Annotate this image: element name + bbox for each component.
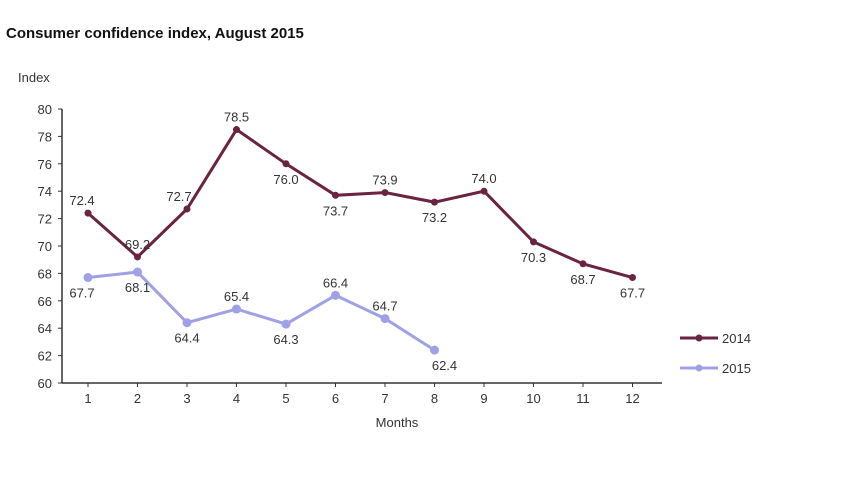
y-tick-label: 60 bbox=[38, 376, 52, 391]
data-label-2014: 70.3 bbox=[521, 250, 546, 265]
x-tick-label: 10 bbox=[526, 391, 540, 406]
x-tick-label: 4 bbox=[233, 391, 240, 406]
y-axis-label: Index bbox=[18, 70, 50, 85]
data-point-2015 bbox=[83, 273, 93, 283]
chart-title: Consumer confidence index, August 2015 bbox=[6, 25, 304, 42]
data-point-2014 bbox=[332, 191, 339, 199]
data-label-2014: 73.7 bbox=[323, 203, 348, 218]
y-tick-label: 78 bbox=[38, 129, 52, 144]
y-tick-label: 62 bbox=[38, 349, 52, 364]
data-point-2014 bbox=[629, 274, 636, 282]
data-label-2014: 74.0 bbox=[471, 171, 496, 186]
data-point-2014 bbox=[381, 189, 389, 197]
y-tick-label: 70 bbox=[38, 239, 52, 254]
y-tick-label: 66 bbox=[38, 294, 52, 309]
data-point-2015 bbox=[331, 290, 340, 300]
x-tick-label: 11 bbox=[576, 391, 590, 406]
x-tick-label: 3 bbox=[183, 391, 190, 406]
data-label-2014: 73.9 bbox=[372, 173, 397, 188]
legend-label-2014: 2014 bbox=[722, 331, 751, 346]
legend-marker-2015 bbox=[695, 364, 703, 372]
data-label-2014: 72.4 bbox=[69, 193, 94, 208]
data-label-2014: 67.7 bbox=[620, 286, 645, 301]
data-label-2015: 65.4 bbox=[224, 289, 249, 304]
data-label-2015: 64.4 bbox=[174, 331, 199, 346]
x-tick-label: 2 bbox=[134, 391, 141, 406]
y-tick-label: 76 bbox=[38, 157, 52, 172]
data-label-2015: 68.1 bbox=[125, 280, 150, 295]
legend-label-2015: 2015 bbox=[722, 361, 751, 376]
data-label-2014: 69.2 bbox=[125, 237, 150, 252]
y-tick-label: 72 bbox=[38, 212, 52, 227]
y-tick-label: 64 bbox=[38, 321, 52, 336]
data-label-2015: 62.4 bbox=[432, 358, 457, 373]
data-label-2015: 64.3 bbox=[273, 332, 298, 347]
series-line-2014 bbox=[87, 127, 633, 279]
data-point-2015 bbox=[182, 318, 192, 328]
data-label-2015: 64.7 bbox=[372, 299, 397, 314]
data-point-2014 bbox=[530, 238, 537, 246]
data-label-2014: 68.7 bbox=[570, 272, 595, 287]
data-point-2015 bbox=[133, 267, 142, 277]
x-tick-label: 1 bbox=[84, 391, 91, 406]
y-tick-label: 68 bbox=[38, 266, 52, 281]
x-axis-label: Months bbox=[376, 415, 419, 430]
x-tick-label: 6 bbox=[332, 391, 339, 406]
data-point-2015 bbox=[281, 319, 291, 329]
data-point-2014 bbox=[233, 126, 240, 134]
series-line-2015 bbox=[87, 270, 436, 352]
x-tick-label: 5 bbox=[282, 391, 289, 406]
data-label-2015: 66.4 bbox=[323, 275, 348, 290]
data-point-2015 bbox=[430, 345, 439, 355]
data-label-2014: 76.0 bbox=[273, 172, 298, 187]
data-point-2015 bbox=[380, 314, 390, 324]
data-point-2014 bbox=[282, 160, 290, 168]
data-label-2014: 72.7 bbox=[166, 189, 191, 204]
data-label-2015: 67.7 bbox=[69, 286, 94, 301]
data-point-2014 bbox=[134, 253, 141, 261]
data-label-2014: 78.5 bbox=[224, 110, 249, 125]
x-tick-label: 12 bbox=[625, 391, 639, 406]
y-tick-label: 74 bbox=[38, 184, 52, 199]
x-tick-label: 7 bbox=[381, 391, 388, 406]
x-tick-label: 8 bbox=[431, 391, 438, 406]
data-point-2015 bbox=[232, 304, 241, 314]
data-point-2014 bbox=[579, 260, 587, 268]
y-tick-label: 80 bbox=[38, 102, 52, 117]
data-point-2014 bbox=[431, 198, 438, 206]
data-point-2014 bbox=[84, 209, 92, 217]
legend-marker-2014 bbox=[695, 334, 703, 342]
data-point-2014 bbox=[480, 187, 488, 195]
data-point-2014 bbox=[183, 205, 191, 213]
x-tick-label: 9 bbox=[480, 391, 487, 406]
data-label-2014: 73.2 bbox=[422, 210, 447, 225]
